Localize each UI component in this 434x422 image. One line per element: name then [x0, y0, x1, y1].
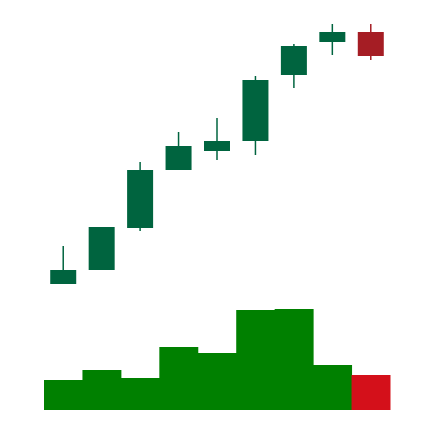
candle-body: [88, 227, 115, 270]
candle-body: [319, 32, 346, 42]
candle-body: [50, 270, 77, 284]
candle-body: [242, 80, 269, 141]
candle-body: [165, 146, 192, 170]
volume-bar: [44, 380, 83, 410]
volume-bar: [351, 375, 391, 410]
volume-bar: [120, 378, 160, 410]
volume-bar: [82, 370, 122, 410]
candle-body: [127, 170, 154, 228]
candle-body: [280, 46, 307, 75]
candle-body: [357, 32, 384, 56]
volume-bar: [159, 347, 199, 410]
volume-bar: [236, 310, 276, 410]
volume-bar: [274, 309, 314, 410]
volume-bar: [313, 365, 353, 410]
candle-body: [204, 141, 230, 151]
volume-bar: [197, 353, 237, 410]
